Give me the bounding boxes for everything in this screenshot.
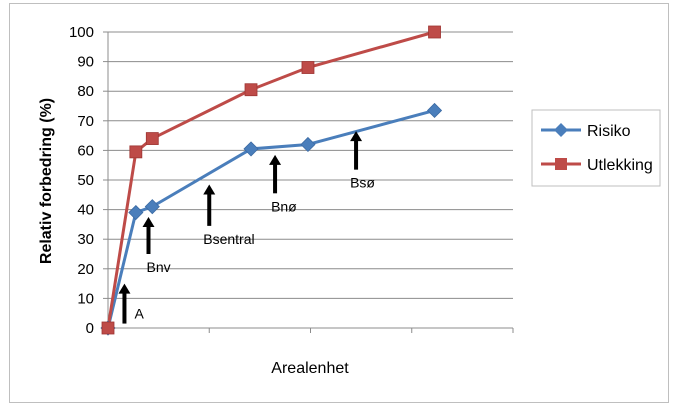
- y-tick-label: 50: [77, 172, 94, 189]
- annotation-label: Bnø: [271, 198, 297, 214]
- data-point: [101, 321, 115, 335]
- data-point: [129, 145, 143, 159]
- annotation-label: Bsø: [350, 175, 375, 191]
- arrow-head: [203, 184, 216, 195]
- data-point: [300, 136, 316, 153]
- y-tick-label: 90: [77, 54, 94, 71]
- axes: [103, 31, 514, 333]
- series-line-utlekking: [106, 30, 435, 329]
- annotation-arrow: [203, 184, 216, 226]
- legend-marker: [554, 123, 568, 137]
- arrow-head: [350, 131, 363, 142]
- legend-marker: [555, 158, 567, 170]
- data-point: [144, 199, 160, 215]
- legend-item-utlekking: Utlekking: [541, 157, 653, 174]
- arrow-head: [118, 283, 131, 294]
- legend-label: Utlekking: [587, 157, 653, 174]
- data-point: [301, 61, 315, 74]
- annotation-arrow: [269, 154, 282, 194]
- y-tick-label: 30: [77, 231, 94, 248]
- annotation-arrow: [118, 283, 131, 324]
- data-point: [428, 25, 441, 39]
- y-tick-label: 70: [77, 113, 94, 130]
- y-tick-label: 80: [77, 83, 94, 100]
- arrow-head: [269, 154, 282, 165]
- annotation-label: Bsentral: [203, 231, 254, 247]
- y-tick-label: 0: [86, 320, 94, 337]
- y-tick-label: 10: [77, 290, 94, 307]
- legend-box: [531, 109, 661, 187]
- data-point: [128, 204, 144, 221]
- y-tick-label: 60: [77, 142, 94, 159]
- x-axis-title: Arealenhet: [271, 360, 349, 377]
- series-lines: [106, 30, 435, 329]
- annotations: A Bnv Bsentral Bnø Bsø: [118, 131, 375, 324]
- data-point: [243, 141, 259, 157]
- data-point: [244, 83, 258, 97]
- y-tick-label: 40: [77, 202, 94, 219]
- annotation-arrow: [350, 131, 363, 170]
- data-point: [145, 132, 159, 145]
- annotation-label: Bnv: [147, 259, 171, 275]
- legend-label: Risiko: [587, 123, 631, 140]
- legend-item-risiko: Risiko: [541, 123, 631, 140]
- y-tick-label: 100: [69, 24, 94, 41]
- y-tick-labels: 0 10 20 30 40 50 60 70 80 90 100: [69, 24, 94, 337]
- chart-frame: [9, 3, 669, 403]
- data-point: [426, 102, 443, 119]
- series-markers: [100, 25, 443, 336]
- annotation-label: A: [134, 306, 144, 322]
- series-line-risiko: [106, 108, 435, 329]
- legend: Risiko Utlekking: [531, 109, 661, 187]
- y-tick-label: 20: [77, 261, 94, 278]
- arrow-head: [142, 217, 155, 227]
- annotation-arrow: [142, 217, 155, 254]
- y-axis-title: Relativ forbedring (%): [38, 98, 55, 264]
